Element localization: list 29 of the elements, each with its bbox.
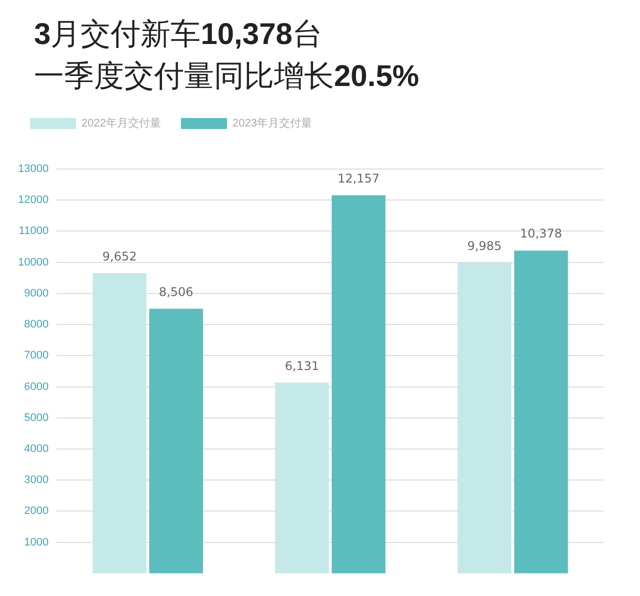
- y-tick-label: 3000: [24, 474, 49, 486]
- y-tick-label: 10000: [18, 256, 49, 268]
- chart-title: 3月交付新车10,378台: [34, 16, 324, 54]
- y-tick-label: 6000: [24, 380, 49, 393]
- y-tick-label: 1000: [24, 536, 49, 548]
- data-label: 12,157: [338, 171, 380, 186]
- bar: [332, 195, 386, 574]
- legend-label: 2023年月交付量: [232, 116, 312, 130]
- y-tick-label: 5000: [24, 412, 49, 424]
- bar: [149, 308, 203, 574]
- y-tick-label: 9000: [24, 287, 49, 300]
- y-tick-label: 7000: [24, 350, 49, 362]
- y-tick-label: 13000: [18, 163, 49, 176]
- y-tick-label: 12000: [18, 194, 49, 206]
- y-tick-label: 11000: [18, 225, 49, 238]
- chart-subtitle: 一季度交付量同比增长20.5%: [34, 58, 420, 96]
- bar: [275, 382, 329, 574]
- data-label: 10,378: [520, 226, 562, 241]
- legend-label: 2022年月交付量: [82, 116, 161, 130]
- bar: [92, 273, 146, 574]
- y-tick-label: 2000: [24, 505, 49, 518]
- data-label: 6,131: [284, 358, 320, 373]
- data-label: 9,985: [467, 238, 502, 253]
- data-label: 8,506: [158, 284, 194, 299]
- bar: [514, 250, 568, 574]
- data-label: 9,652: [102, 249, 137, 264]
- y-tick-label: 4000: [24, 443, 49, 455]
- bar: [458, 262, 512, 574]
- y-tick-label: 8000: [24, 318, 49, 331]
